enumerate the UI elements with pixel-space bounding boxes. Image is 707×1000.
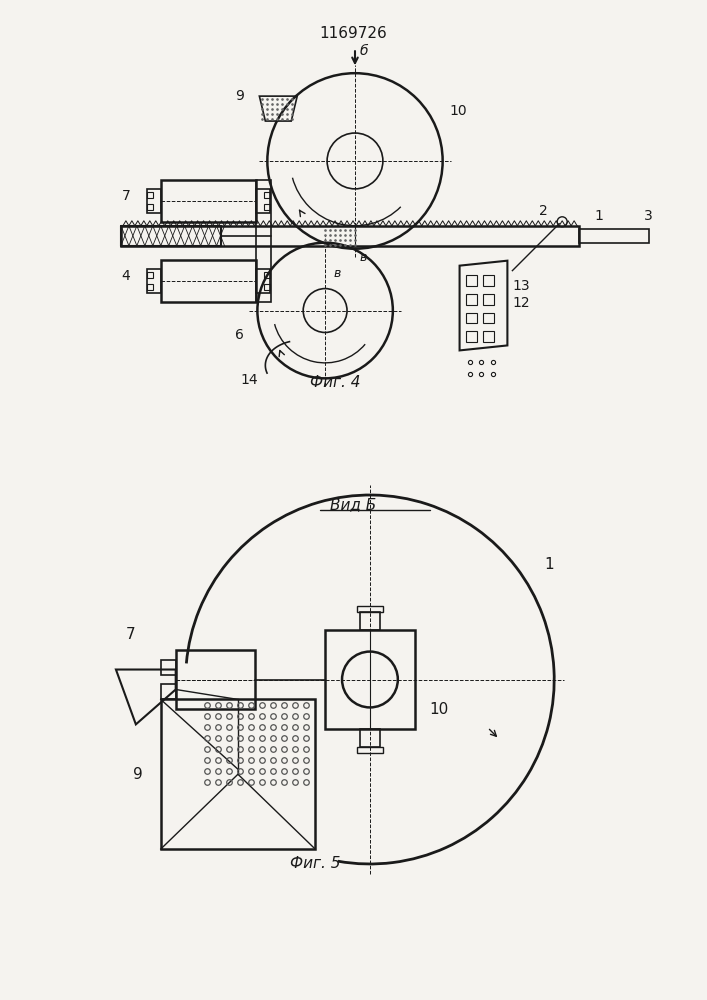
Text: б: б — [360, 44, 368, 58]
Bar — [160, 660, 176, 675]
Bar — [147, 189, 161, 213]
Bar — [357, 747, 383, 753]
Bar — [465, 313, 477, 323]
Bar — [147, 284, 153, 290]
Bar — [176, 650, 255, 709]
Bar — [256, 269, 270, 293]
Bar — [256, 180, 271, 302]
Bar — [256, 189, 270, 213]
Bar — [465, 294, 477, 305]
Bar — [465, 331, 477, 342]
Bar — [264, 284, 270, 290]
Bar — [357, 606, 383, 612]
Bar — [360, 729, 380, 747]
Text: в: в — [360, 251, 368, 264]
Text: Фиг. 4: Фиг. 4 — [310, 375, 361, 390]
Bar — [147, 192, 153, 198]
Bar — [264, 204, 270, 210]
Bar — [325, 630, 415, 729]
Text: 4: 4 — [122, 269, 130, 283]
Text: Фиг. 5: Фиг. 5 — [291, 856, 341, 871]
Bar — [147, 272, 153, 278]
Text: 10: 10 — [430, 702, 449, 717]
Bar — [160, 684, 176, 699]
Bar — [484, 313, 494, 323]
Text: Вид Б: Вид Б — [330, 497, 376, 512]
Bar — [121, 226, 579, 246]
Bar — [147, 269, 161, 293]
Bar — [160, 699, 315, 849]
Text: 7: 7 — [126, 627, 136, 642]
Text: 1169726: 1169726 — [319, 26, 387, 41]
Text: 10: 10 — [450, 104, 467, 118]
Text: 3: 3 — [644, 209, 653, 223]
Text: 14: 14 — [240, 373, 258, 387]
Text: 9: 9 — [133, 767, 143, 782]
Bar — [264, 192, 270, 198]
Text: 1: 1 — [594, 209, 603, 223]
Bar — [161, 260, 256, 302]
Bar — [264, 272, 270, 278]
Bar — [360, 612, 380, 630]
Text: 1: 1 — [544, 557, 554, 572]
Text: 2: 2 — [539, 204, 548, 218]
Bar — [147, 204, 153, 210]
Text: в: в — [333, 267, 341, 280]
Bar — [161, 180, 256, 222]
Text: 13: 13 — [513, 279, 530, 293]
Text: 7: 7 — [122, 189, 130, 203]
Bar — [484, 294, 494, 305]
Text: 6: 6 — [235, 328, 245, 342]
Text: 9: 9 — [235, 89, 245, 103]
Bar — [484, 331, 494, 342]
Bar — [484, 275, 494, 286]
Text: 12: 12 — [513, 296, 530, 310]
Bar — [579, 229, 649, 243]
Bar — [465, 275, 477, 286]
